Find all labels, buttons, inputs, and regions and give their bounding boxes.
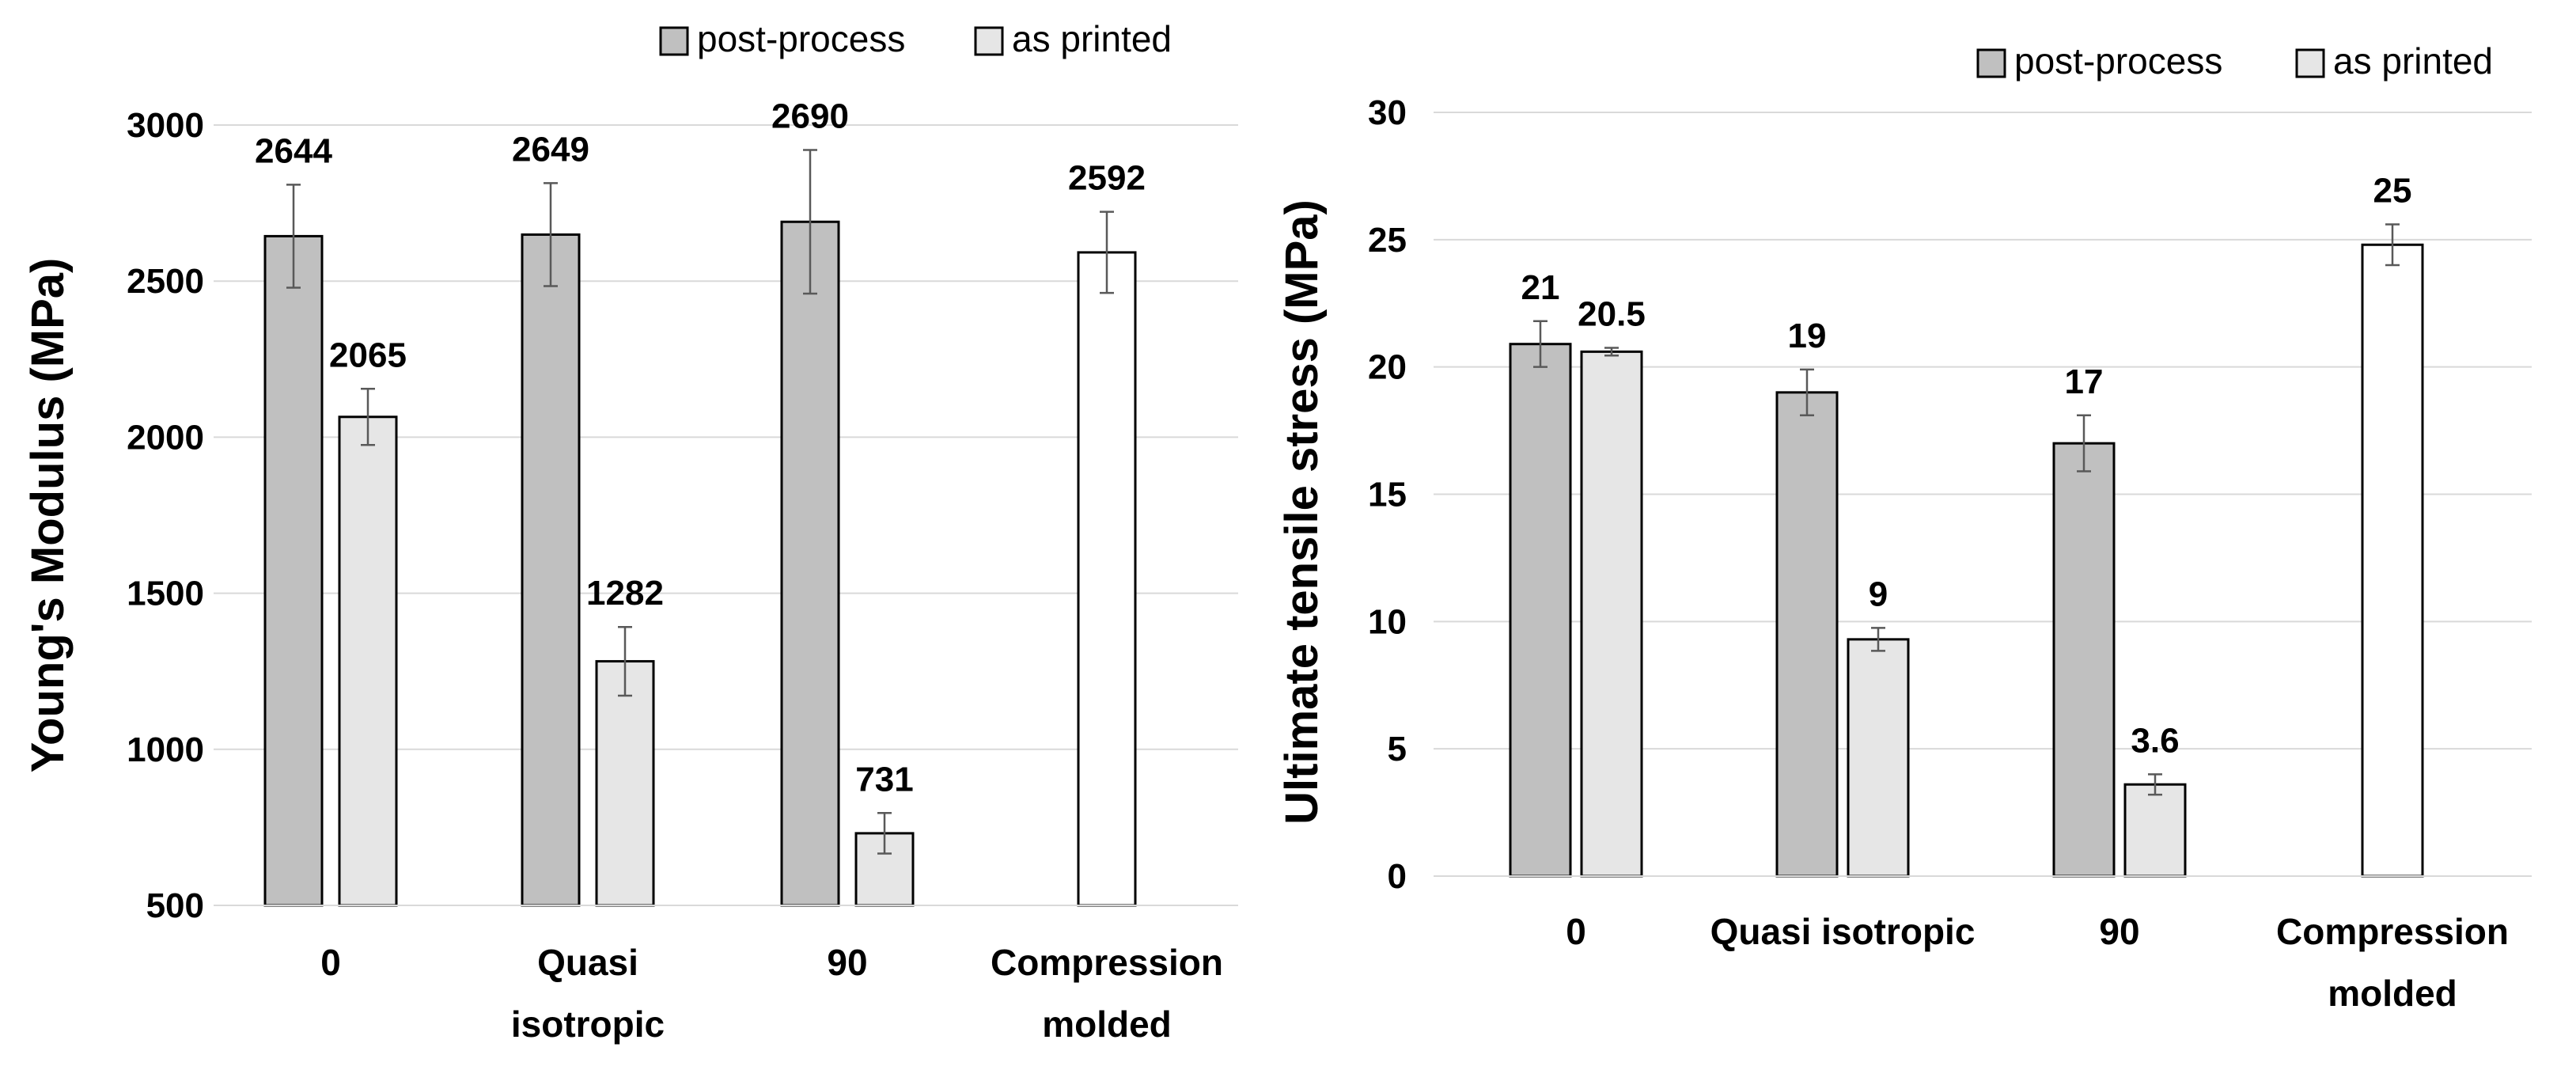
y-axis-title: Young's Modulus (MPa) [22,258,74,773]
y-tick-label: 10 [1368,602,1407,641]
y-tick-label: 20 [1368,348,1407,387]
y-tick-label: 5 [1388,730,1407,768]
bar-as-printed [1580,350,1643,878]
data-label: 20.5 [1578,295,1646,334]
bar-post-process [1509,343,1572,878]
y-axis-title: Ultimate tensile stress (MPa) [1276,199,1328,825]
ultimate-tensile-stress-chart: 0 5 10 15 20 25 30 0 Quasi isotropic 90 Compressio… [1276,40,2532,1014]
bar-as-printed [2123,783,2187,878]
bar-as-printed [1847,638,1910,878]
data-label: 19 [1788,317,1827,355]
category-label: molded [2328,973,2457,1014]
y-tick-label: 1000 [127,730,204,769]
data-label: 17 [2065,362,2104,401]
legend-swatch-as-printed [974,26,1004,56]
data-label: 1282 [586,574,664,613]
legend-label: as printed [1012,18,1172,59]
y-tick-label: 2000 [127,418,204,457]
y-tick-label: 3000 [127,106,204,145]
category-label: isotropic [511,1004,665,1045]
bar-post-process [2052,442,2116,878]
bar-post-process [263,234,324,907]
bar-post-process [780,220,840,907]
data-label: 21 [1521,268,1560,307]
data-label: 9 [1869,575,1888,613]
category-label: 90 [2099,911,2139,952]
category-label: Compression [991,942,1223,983]
data-label: 2649 [512,130,589,169]
bar-compression [2361,243,2424,878]
data-label: 731 [855,760,913,799]
data-label: 2592 [1068,159,1146,198]
y-tick-label: 500 [146,886,204,925]
bar-as-printed [595,660,655,907]
y-tick-label: 30 [1368,93,1407,132]
category-label: Compression [2276,911,2509,952]
y-tick-label: 0 [1388,857,1407,896]
data-label: 2644 [255,131,332,170]
bar-as-printed [338,415,398,907]
data-label: 2690 [771,97,849,136]
category-label: molded [1042,1004,1172,1045]
bar-post-process [521,233,581,907]
data-label: 25 [2373,172,2412,211]
bar-post-process [1775,391,1839,878]
legend-swatch-as-printed [2295,48,2325,78]
category-label: Quasi [537,942,638,983]
data-label: 2065 [329,336,407,374]
category-label: 90 [827,942,867,983]
y-tick-label: 25 [1368,221,1407,260]
data-label: 3.6 [2131,721,2179,760]
y-tick-label: 2500 [127,262,204,301]
y-tick-label: 1500 [127,575,204,613]
legend-label: post-process [2014,40,2222,82]
legend-label: post-process [697,18,905,59]
bar-compression [1077,251,1137,907]
category-label: Quasi isotropic [1710,911,1976,952]
legend-swatch-post-process [659,26,689,56]
category-label: 0 [320,942,341,983]
category-label: 0 [1566,911,1586,952]
youngs-modulus-chart: 500 1000 1500 2000 2500 3000 0 Quasi isotropic 90… [22,18,1238,1045]
legend-label: as printed [2333,40,2493,82]
legend-swatch-post-process [1976,48,2006,78]
y-tick-label: 15 [1368,476,1407,514]
